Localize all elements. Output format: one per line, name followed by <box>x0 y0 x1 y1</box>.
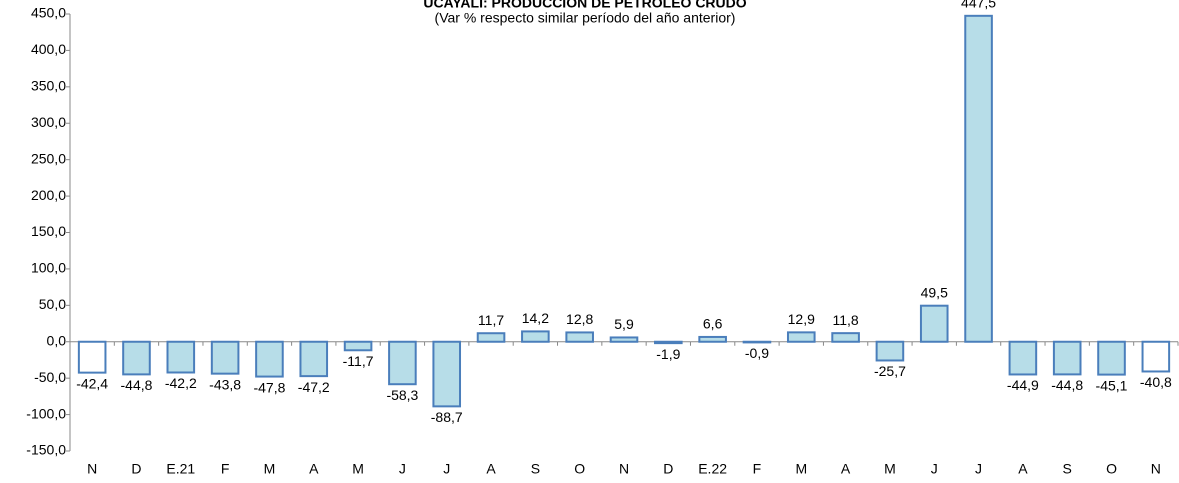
y-tick-label: -50,0 <box>34 369 66 385</box>
y-tick-label: 350,0 <box>31 78 66 94</box>
y-tick-label: 100,0 <box>31 260 66 276</box>
y-tick-label: 200,0 <box>31 187 66 203</box>
value-label: 11,8 <box>832 312 858 328</box>
y-tick-label: 150,0 <box>31 223 66 239</box>
value-label: -1,9 <box>656 346 680 362</box>
x-tick-label: A <box>841 461 851 477</box>
value-label: -44,8 <box>121 377 153 393</box>
y-tick-label: 400,0 <box>31 41 66 57</box>
bar <box>964 14 993 343</box>
value-label: 12,9 <box>788 311 815 327</box>
bar <box>388 340 417 386</box>
value-label: -88,7 <box>431 409 463 425</box>
value-label: 6,6 <box>703 316 723 332</box>
bar <box>875 340 905 362</box>
bar <box>1097 340 1126 376</box>
y-tick-label: 0,0 <box>47 332 67 348</box>
value-label: 447,5 <box>961 0 996 11</box>
value-label: -11,7 <box>343 353 374 369</box>
value-label: -42,2 <box>165 375 197 391</box>
bar <box>1141 340 1171 373</box>
y-tick-label: 300,0 <box>31 114 66 130</box>
bar <box>77 340 107 374</box>
x-tick-label: S <box>1063 461 1072 477</box>
x-tick-label: D <box>131 461 141 477</box>
chart-subtitle: (Var % respecto similar período del año … <box>435 10 736 26</box>
value-label: -47,8 <box>253 379 285 395</box>
bar <box>210 340 240 375</box>
x-tick-label: O <box>1106 461 1117 477</box>
value-label: -0,9 <box>745 345 769 361</box>
x-tick-label: S <box>531 461 540 477</box>
x-tick-label: A <box>309 461 319 477</box>
y-tick-label: 250,0 <box>31 150 66 166</box>
x-tick-label: J <box>399 461 406 477</box>
bar <box>299 340 329 378</box>
bar <box>122 340 151 376</box>
y-tick-label: -100,0 <box>26 405 66 421</box>
x-tick-label: E.21 <box>166 461 195 477</box>
x-tick-label: N <box>619 461 629 477</box>
value-label: 11,7 <box>478 312 504 328</box>
value-label: -25,7 <box>874 363 906 379</box>
value-label: 12,8 <box>566 311 593 327</box>
bar <box>476 332 506 343</box>
x-tick-label: A <box>1018 461 1028 477</box>
bar <box>609 336 639 343</box>
value-label: 5,9 <box>614 316 634 332</box>
bar <box>698 335 727 343</box>
x-tick-label: F <box>221 461 230 477</box>
x-tick-label: M <box>264 461 276 477</box>
value-label: 49,5 <box>921 284 948 300</box>
x-tick-label: M <box>795 461 807 477</box>
bar <box>521 330 550 343</box>
value-label: -58,3 <box>386 387 418 403</box>
x-tick-label: N <box>1151 461 1161 477</box>
y-tick-label: 50,0 <box>39 296 66 312</box>
bar <box>1052 340 1082 376</box>
x-tick-label: O <box>574 461 585 477</box>
x-tick-label: N <box>87 461 97 477</box>
x-tick-label: A <box>486 461 496 477</box>
x-tick-label: J <box>931 461 938 477</box>
bar <box>432 340 462 408</box>
value-label: -47,2 <box>298 379 330 395</box>
bar <box>831 332 860 343</box>
bar <box>1008 340 1038 376</box>
bar <box>654 340 683 345</box>
chart-title: UCAYALI: PRODUCCIÓN DE PETRÓLEO CRUDO <box>423 0 746 11</box>
y-tick-label: 450,0 <box>31 5 66 21</box>
bar <box>565 331 594 343</box>
y-tick-label: -150,0 <box>26 442 66 458</box>
value-label: -42,4 <box>76 375 108 391</box>
bar <box>919 304 949 343</box>
x-tick-label: F <box>753 461 762 477</box>
x-tick-label: E.22 <box>698 461 727 477</box>
value-label: -44,8 <box>1051 377 1083 393</box>
x-tick-label: M <box>352 461 364 477</box>
bar <box>255 340 284 378</box>
value-label: -43,8 <box>209 376 241 392</box>
bar <box>343 340 373 352</box>
bar <box>742 340 772 344</box>
x-tick-label: M <box>884 461 896 477</box>
x-tick-label: J <box>975 461 982 477</box>
bar <box>786 331 816 343</box>
bar <box>166 340 196 374</box>
value-label: -44,9 <box>1007 377 1039 393</box>
x-tick-label: J <box>443 461 450 477</box>
value-label: 14,2 <box>522 310 549 326</box>
x-tick-label: D <box>663 461 673 477</box>
value-label: -40,8 <box>1140 374 1172 390</box>
value-label: -45,1 <box>1096 377 1128 393</box>
